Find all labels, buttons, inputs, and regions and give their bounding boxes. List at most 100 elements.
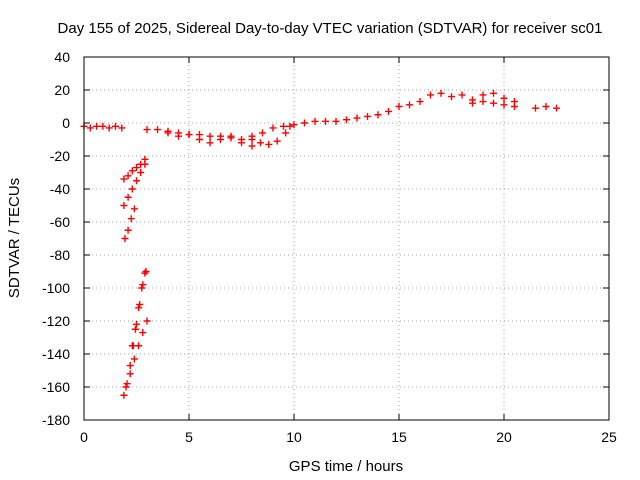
data-point bbox=[128, 167, 136, 175]
data-point bbox=[479, 91, 487, 99]
data-point bbox=[458, 91, 466, 99]
series-late-lower bbox=[469, 98, 518, 110]
data-point bbox=[353, 114, 361, 122]
data-point bbox=[128, 342, 136, 350]
data-point bbox=[164, 129, 172, 137]
y-tick-label: -80 bbox=[50, 247, 70, 263]
x-tick-label: 10 bbox=[286, 429, 302, 445]
series-drop-2 bbox=[120, 160, 149, 209]
series-drop-6 bbox=[128, 269, 149, 350]
x-tick-labels: 0 5 10 15 20 25 bbox=[80, 429, 617, 445]
data-point bbox=[121, 235, 129, 242]
x-tick-label: 25 bbox=[601, 429, 617, 445]
data-point bbox=[500, 94, 508, 102]
data-point bbox=[265, 140, 273, 148]
y-tick-label: -100 bbox=[42, 280, 70, 296]
data-point bbox=[123, 380, 131, 388]
data-point bbox=[406, 101, 413, 109]
data-point bbox=[238, 139, 245, 147]
y-tick-label: 40 bbox=[54, 49, 70, 65]
series-dip bbox=[143, 126, 245, 143]
data-point bbox=[301, 119, 308, 127]
data-point bbox=[217, 136, 224, 143]
data-point bbox=[120, 175, 128, 183]
y-tick-label: -180 bbox=[42, 412, 70, 428]
data-point bbox=[311, 117, 319, 125]
data-point bbox=[154, 126, 161, 134]
data-point bbox=[395, 103, 403, 110]
data-point bbox=[427, 91, 434, 99]
data-point bbox=[126, 370, 134, 378]
y-tick-label: 0 bbox=[62, 115, 70, 131]
data-point bbox=[133, 320, 140, 328]
y-tick-label: 20 bbox=[54, 82, 70, 98]
data-point bbox=[269, 124, 277, 132]
data-point bbox=[118, 124, 126, 132]
data-point bbox=[127, 215, 135, 223]
data-point bbox=[175, 132, 182, 140]
series-drop-1 bbox=[120, 155, 149, 183]
data-points bbox=[80, 89, 560, 399]
data-point bbox=[136, 301, 144, 308]
data-point bbox=[273, 137, 281, 145]
data-point bbox=[490, 99, 497, 107]
data-point bbox=[124, 226, 132, 234]
x-tick-label: 5 bbox=[185, 429, 193, 445]
data-point bbox=[542, 103, 550, 110]
x-tick-label: 20 bbox=[496, 429, 512, 445]
series-drop-5 bbox=[122, 317, 151, 391]
data-point bbox=[122, 383, 130, 391]
data-point bbox=[206, 139, 214, 147]
data-point bbox=[141, 160, 149, 168]
data-point bbox=[248, 142, 256, 150]
y-tick-label: -120 bbox=[42, 313, 70, 329]
y-tick-label: -140 bbox=[42, 346, 70, 362]
data-point bbox=[479, 98, 487, 106]
data-point bbox=[126, 362, 134, 370]
data-point bbox=[437, 89, 445, 97]
y-tick-label: -40 bbox=[50, 181, 70, 197]
data-point bbox=[500, 101, 508, 109]
chart-title: Day 155 of 2025, Sidereal Day-to-day VTE… bbox=[58, 20, 603, 37]
y-tick-label: -60 bbox=[50, 214, 70, 230]
data-point bbox=[282, 129, 290, 137]
data-point bbox=[374, 111, 382, 119]
data-point bbox=[259, 129, 266, 137]
data-point bbox=[343, 116, 350, 124]
series-rise bbox=[248, 89, 466, 143]
axis-ticks bbox=[83, 56, 610, 421]
data-point bbox=[553, 104, 560, 112]
data-point bbox=[206, 132, 214, 140]
data-point bbox=[130, 205, 138, 213]
x-axis-label: GPS time / hours bbox=[289, 458, 403, 475]
series-dip-lower bbox=[164, 129, 256, 150]
y-tick-label: -20 bbox=[50, 148, 70, 164]
data-point bbox=[128, 185, 136, 193]
data-point bbox=[280, 122, 287, 130]
data-point bbox=[120, 391, 128, 399]
y-tick-label: -160 bbox=[42, 379, 70, 395]
data-point bbox=[385, 107, 392, 115]
data-point bbox=[86, 124, 94, 132]
data-point bbox=[227, 132, 235, 140]
data-point bbox=[120, 202, 128, 209]
series-drop-3 bbox=[121, 205, 138, 242]
data-point bbox=[124, 193, 132, 201]
data-point bbox=[133, 177, 140, 185]
data-point bbox=[131, 325, 139, 333]
data-point bbox=[416, 98, 424, 106]
data-point bbox=[112, 122, 119, 130]
data-point bbox=[141, 269, 149, 277]
data-point bbox=[93, 122, 101, 130]
data-point bbox=[364, 112, 371, 120]
data-point bbox=[130, 355, 138, 363]
data-point bbox=[99, 122, 107, 130]
data-point bbox=[138, 284, 146, 292]
x-tick-label: 15 bbox=[391, 429, 407, 445]
data-point bbox=[133, 164, 140, 172]
data-point bbox=[532, 104, 539, 112]
data-point bbox=[139, 281, 147, 289]
data-point bbox=[332, 117, 340, 125]
data-point bbox=[290, 121, 298, 129]
